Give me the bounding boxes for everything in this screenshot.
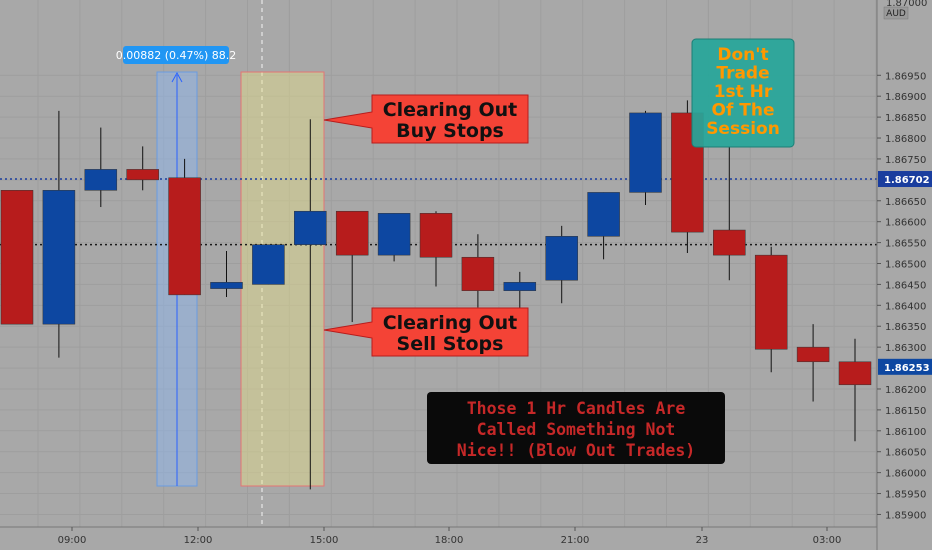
blow-out-text: Those 1 Hr Candles Are bbox=[467, 399, 686, 418]
candle-body bbox=[629, 112, 662, 193]
candle-body bbox=[587, 192, 620, 237]
dont-trade-text: Of The bbox=[712, 101, 775, 121]
price-tick-label: 1.86650 bbox=[885, 197, 926, 208]
price-tick-label: 1.86800 bbox=[885, 134, 926, 145]
candle-body bbox=[0, 190, 34, 325]
dont-trade-text: Session bbox=[706, 119, 780, 139]
price-tick-top: 1.87000 bbox=[886, 0, 927, 9]
time-tick-label: 15:00 bbox=[310, 535, 339, 546]
blow-out-box bbox=[427, 392, 725, 464]
measure-label: 0.00882 (0.47%) 88.2 bbox=[116, 49, 237, 62]
candle-body bbox=[419, 213, 453, 258]
candle-body bbox=[210, 282, 243, 289]
candle-body bbox=[838, 361, 872, 386]
time-tick-label: 03:00 bbox=[813, 535, 842, 546]
price-tick-label: 1.85900 bbox=[885, 510, 926, 521]
currency-badge-bg bbox=[883, 6, 909, 20]
price-tick-label: 1.86950 bbox=[885, 71, 926, 82]
callout-sell-stops-line1: Clearing Out bbox=[383, 312, 518, 334]
callout-buy-stops bbox=[323, 94, 529, 144]
time-tick-label: 23 bbox=[696, 535, 709, 546]
currency-badge: AUD bbox=[886, 9, 906, 19]
time-tick-label: 18:00 bbox=[435, 535, 464, 546]
current-price-label: 1.86253 bbox=[884, 363, 930, 374]
marked-level-label: 1.86702 bbox=[884, 175, 930, 186]
measure-label-bg bbox=[123, 46, 229, 64]
price-tick-label: 1.86450 bbox=[885, 280, 926, 291]
candle-body bbox=[503, 282, 537, 291]
candle-body bbox=[252, 244, 285, 285]
candle-body bbox=[84, 169, 118, 191]
candle-body bbox=[545, 236, 578, 281]
candle-body bbox=[42, 190, 76, 325]
price-tick-label: 1.86000 bbox=[885, 469, 926, 480]
price-tick-label: 1.86500 bbox=[885, 260, 926, 271]
price-tick-label: 1.86050 bbox=[885, 448, 926, 459]
blow-out-text: Called Something Not bbox=[477, 420, 676, 439]
dont-trade-text: 1st Hr bbox=[714, 82, 773, 102]
price-tick-label: 1.86400 bbox=[885, 301, 926, 312]
candle-body bbox=[796, 346, 830, 363]
candle-body bbox=[377, 213, 411, 256]
price-tick-label: 1.86350 bbox=[885, 322, 926, 333]
price-tick-label: 1.86300 bbox=[885, 343, 926, 354]
callout-buy-stops-line2: Buy Stops bbox=[396, 120, 504, 142]
candle-body bbox=[461, 256, 495, 291]
dont-trade-text: Don't bbox=[717, 45, 768, 65]
dont-trade-box bbox=[691, 38, 795, 148]
candle-body bbox=[754, 254, 788, 350]
callout-sell-stops-line2: Sell Stops bbox=[397, 333, 504, 355]
callout-sell-stops bbox=[323, 307, 529, 357]
price-tick-label: 1.86900 bbox=[885, 92, 926, 103]
price-tick-label: 1.86850 bbox=[885, 113, 926, 124]
dont-trade-text: Trade bbox=[716, 64, 769, 84]
price-tick-label: 1.86200 bbox=[885, 385, 926, 396]
time-tick-label: 21:00 bbox=[561, 535, 590, 546]
candle-body bbox=[713, 229, 746, 256]
candle-body bbox=[335, 210, 369, 256]
price-tick-label: 1.85950 bbox=[885, 490, 926, 501]
price-tick-label: 1.86150 bbox=[885, 406, 926, 417]
price-tick-label: 1.86550 bbox=[885, 239, 926, 250]
time-tick-label: 09:00 bbox=[58, 535, 87, 546]
price-tick-label: 1.86750 bbox=[885, 155, 926, 166]
marked-level-badge bbox=[878, 171, 932, 188]
price-tick-label: 1.86600 bbox=[885, 218, 926, 229]
time-tick-label: 12:00 bbox=[184, 535, 213, 546]
candle-body bbox=[294, 210, 327, 245]
candle-body bbox=[168, 177, 201, 296]
current-price-badge bbox=[878, 358, 932, 375]
blow-out-text: Nice!! (Blow Out Trades) bbox=[457, 441, 695, 460]
callout-buy-stops-line1: Clearing Out bbox=[383, 99, 518, 121]
candle-body bbox=[126, 169, 159, 181]
price-axis bbox=[877, 0, 932, 550]
price-tick-label: 1.86100 bbox=[885, 427, 926, 438]
measure-arrowhead bbox=[171, 71, 183, 83]
